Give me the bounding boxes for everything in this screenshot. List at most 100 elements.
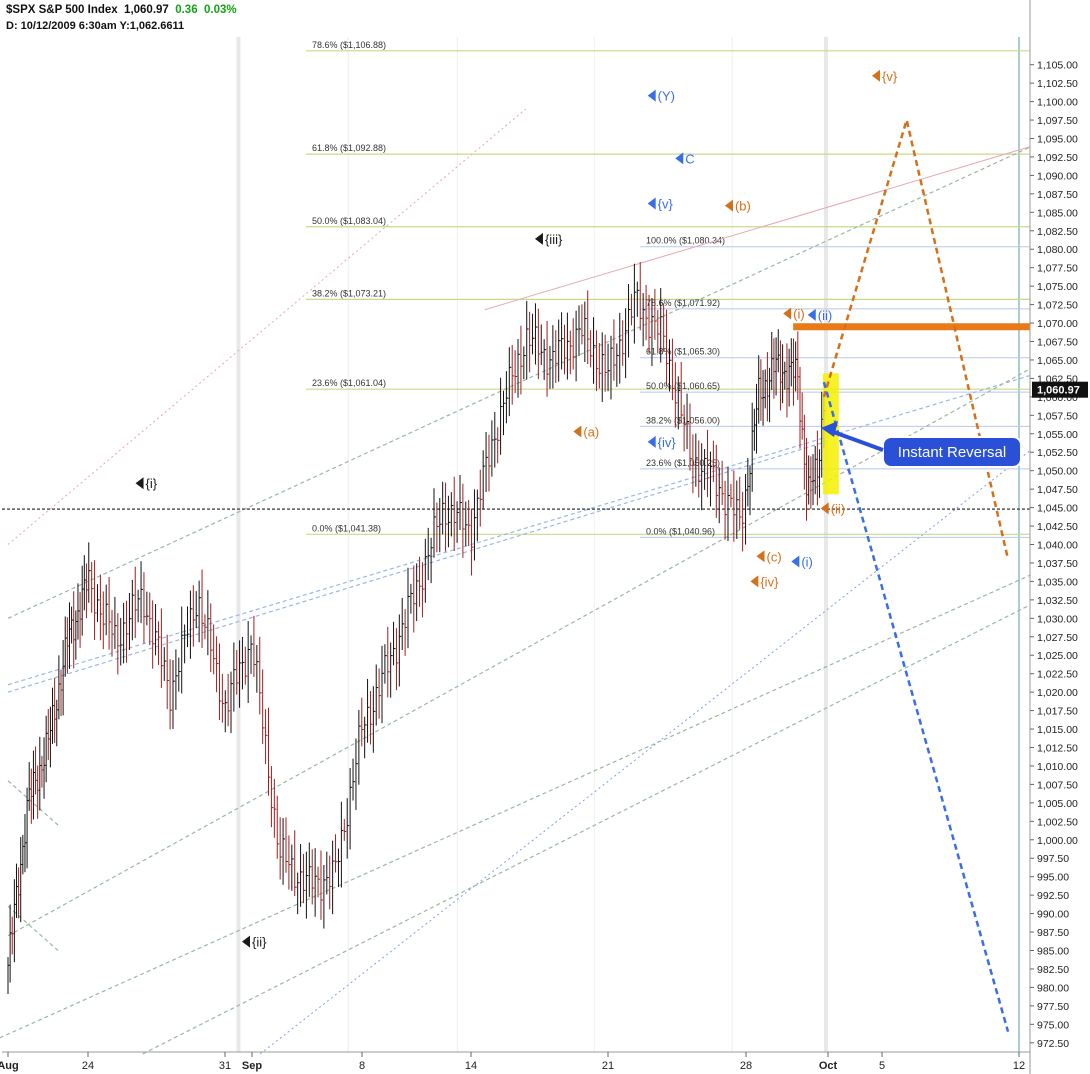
y-tick-label: 1,037.50 <box>1037 558 1078 570</box>
y-tick-label: 1,077.50 <box>1037 263 1078 275</box>
fib2-level-label: 78.6% ($1,071.92) <box>646 298 720 308</box>
y-tick-label: 1,055.00 <box>1037 429 1078 441</box>
y-tick-label: 977.50 <box>1037 1001 1069 1013</box>
fib-level-label: 23.6% ($1,061.04) <box>312 378 386 388</box>
y-tick-label: 985.00 <box>1037 946 1069 958</box>
x-tick-label: 12 <box>1013 1060 1025 1072</box>
wave-label: {iv} <box>658 435 677 450</box>
y-tick-label: 1,030.00 <box>1037 613 1078 625</box>
callout-label: Instant Reversal <box>898 444 1006 461</box>
y-tick-label: 975.00 <box>1037 1019 1069 1031</box>
fib-level-label: 38.2% ($1,073.21) <box>312 288 386 298</box>
wave-marker <box>573 425 582 438</box>
wave-label: (b) <box>735 199 751 214</box>
channel-line <box>7 374 1033 686</box>
x-tick-label: 24 <box>82 1060 94 1072</box>
y-tick-label: 1,057.50 <box>1037 410 1078 422</box>
wave-marker <box>783 307 792 320</box>
y-tick-label: 1,052.50 <box>1037 447 1078 459</box>
y-tick-label: 1,075.00 <box>1037 281 1078 293</box>
wave-label: {iii} <box>545 232 563 247</box>
last-price: 1,060.97 <box>124 4 169 16</box>
wave-marker <box>791 555 800 568</box>
wave-marker <box>820 502 829 515</box>
wave-marker <box>724 199 733 212</box>
y-tick-label: 1,000.00 <box>1037 835 1078 847</box>
y-tick-label: 1,072.50 <box>1037 300 1078 312</box>
y-tick-label: 1,005.00 <box>1037 798 1078 810</box>
fib-level-label: 78.6% ($1,106.88) <box>312 40 386 50</box>
callout-arrow-head <box>821 421 838 437</box>
wave-label: C <box>685 151 694 166</box>
y-tick-label: 1,067.50 <box>1037 337 1078 349</box>
fib-level-label: 61.8% ($1,092.88) <box>312 143 386 153</box>
last-price-badge <box>1032 381 1088 398</box>
channel-line <box>7 440 829 693</box>
fib-level-label: 50.0% ($1,083.04) <box>312 216 386 226</box>
blue-projection-path <box>822 381 1010 1033</box>
y-tick-label: 990.00 <box>1037 909 1069 921</box>
y-tick-label: 1,082.50 <box>1037 226 1078 238</box>
wave-label: {v} <box>658 196 674 211</box>
wave-label: (i) <box>793 306 805 321</box>
y-tick-label: 1,042.50 <box>1037 521 1078 533</box>
y-tick-label: 1,065.00 <box>1037 355 1078 367</box>
x-tick-label: Oct <box>819 1060 838 1072</box>
fib2-level-label: 23.6% ($1,050.25) <box>646 458 720 468</box>
y-tick-label: 1,050.00 <box>1037 466 1078 478</box>
fib2-level-label: 38.2% ($1,056.00) <box>646 415 720 425</box>
wave-label: (a) <box>583 425 599 440</box>
y-tick-label: 1,045.00 <box>1037 503 1078 515</box>
wave-label: (i) <box>801 554 813 569</box>
wave-marker <box>756 550 765 563</box>
y-tick-label: 1,100.00 <box>1037 97 1078 109</box>
y-tick-label: 1,087.50 <box>1037 189 1078 201</box>
y-tick-label: 1,092.50 <box>1037 152 1078 164</box>
x-tick-label: 5 <box>879 1060 885 1072</box>
y-tick-label: 1,015.00 <box>1037 724 1078 736</box>
wave-marker <box>647 435 656 448</box>
trend-line <box>259 448 1034 1055</box>
wave-marker <box>534 232 543 245</box>
wave-label: {v} <box>882 69 898 84</box>
y-tick-label: 1,007.50 <box>1037 779 1078 791</box>
y-tick-label: 992.50 <box>1037 890 1069 902</box>
y-tick-label: 1,020.00 <box>1037 687 1078 699</box>
wave-marker <box>872 69 880 82</box>
y-tick-label: 1,102.50 <box>1037 78 1078 90</box>
wave-marker <box>807 308 816 321</box>
pink-trend-line <box>484 145 1033 311</box>
callout-box <box>882 436 1022 468</box>
y-tick-label: 995.00 <box>1037 872 1069 884</box>
x-tick-label: 14 <box>465 1060 477 1072</box>
y-tick-label: 1,080.00 <box>1037 244 1078 256</box>
y-tick-label: 1,010.00 <box>1037 761 1078 773</box>
y-tick-label: 1,022.50 <box>1037 669 1078 681</box>
wave-label: {i} <box>146 476 158 491</box>
fib2-level-label: 100.0% ($1,080.34) <box>646 236 725 246</box>
y-axis-panel <box>1030 0 1090 1074</box>
fib2-level-label: 0.0% ($1,040.96) <box>646 526 715 536</box>
pink-trend-line <box>7 108 527 545</box>
y-tick-label: 1,090.00 <box>1037 170 1078 182</box>
x-tick-label: 21 <box>602 1060 614 1072</box>
y-tick-label: 980.00 <box>1037 982 1069 994</box>
y-tick-label: 997.50 <box>1037 853 1069 865</box>
fib2-level-label: 50.0% ($1,060.65) <box>646 381 720 391</box>
wave-marker <box>750 575 759 588</box>
y-tick-label: 1,085.00 <box>1037 207 1078 219</box>
wave-label: (ii) <box>831 501 845 516</box>
y-tick-label: 1,017.50 <box>1037 706 1078 718</box>
channel-line <box>0 573 1033 1039</box>
x-tick-label: 31 <box>219 1060 231 1072</box>
wave-label: (Y) <box>658 89 675 104</box>
price-change-percent: 0.03% <box>203 4 237 16</box>
wave-label: {ii} <box>252 935 267 950</box>
y-tick-label: 1,027.50 <box>1037 632 1078 644</box>
channel-line <box>7 145 1033 619</box>
chart-header-title: $SPX S&P 500 Index 1,060.97 0.36 0.03% <box>6 4 237 16</box>
wave-marker <box>242 935 250 948</box>
orange-projection-path <box>822 115 1010 560</box>
y-tick-label: 1,105.00 <box>1037 60 1078 72</box>
